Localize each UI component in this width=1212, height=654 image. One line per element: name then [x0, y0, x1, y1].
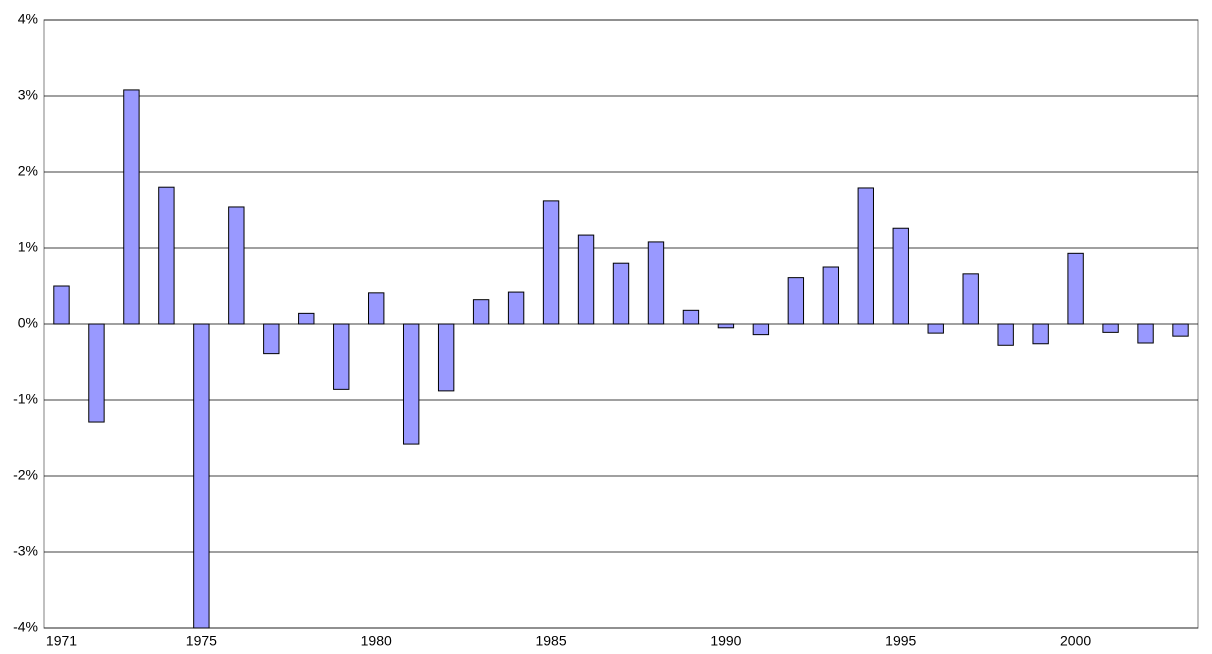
bar [997, 323, 1014, 346]
bar [507, 291, 525, 325]
bar [437, 323, 455, 392]
x-tick-label: 1995 [885, 633, 916, 649]
bar [647, 241, 665, 325]
x-tick-label: 2000 [1060, 633, 1091, 649]
y-tick-label: 3% [18, 87, 38, 103]
bar [263, 323, 280, 355]
bar [1032, 323, 1049, 345]
bar [472, 299, 490, 325]
bar [53, 285, 70, 325]
y-tick-label: 2% [18, 163, 38, 179]
y-tick-label: -3% [13, 543, 38, 559]
bar [228, 206, 245, 325]
bar [123, 89, 140, 325]
bar [857, 187, 874, 325]
bar [717, 323, 735, 329]
bar [577, 234, 595, 325]
bar [927, 323, 944, 334]
bar [88, 323, 105, 423]
bar [542, 200, 560, 325]
bar [368, 292, 385, 325]
y-tick-label: 0% [18, 315, 38, 331]
bar [1102, 323, 1119, 333]
y-tick-label: 1% [18, 239, 38, 255]
bar [612, 262, 630, 325]
bar [752, 323, 770, 336]
bar [402, 323, 420, 445]
x-tick-label: 1971 [46, 633, 77, 649]
x-tick-label: 1985 [535, 633, 566, 649]
bar [333, 323, 350, 390]
x-tick-label: 1980 [361, 633, 392, 649]
bar [682, 309, 700, 325]
y-tick-label: 4% [18, 11, 38, 27]
bar [787, 277, 805, 325]
bar [892, 227, 909, 325]
bar [158, 186, 175, 325]
y-tick-label: -1% [13, 391, 38, 407]
y-tick-label: -4% [13, 619, 38, 635]
x-tick-label: 1975 [186, 633, 217, 649]
bar [962, 273, 979, 325]
y-tick-label: -2% [13, 467, 38, 483]
bar [298, 312, 315, 325]
bar [193, 323, 210, 629]
bar [1067, 252, 1084, 325]
bar [1172, 323, 1189, 337]
x-tick-label: 1990 [710, 633, 741, 649]
bar [1137, 323, 1154, 344]
bar [822, 266, 840, 325]
